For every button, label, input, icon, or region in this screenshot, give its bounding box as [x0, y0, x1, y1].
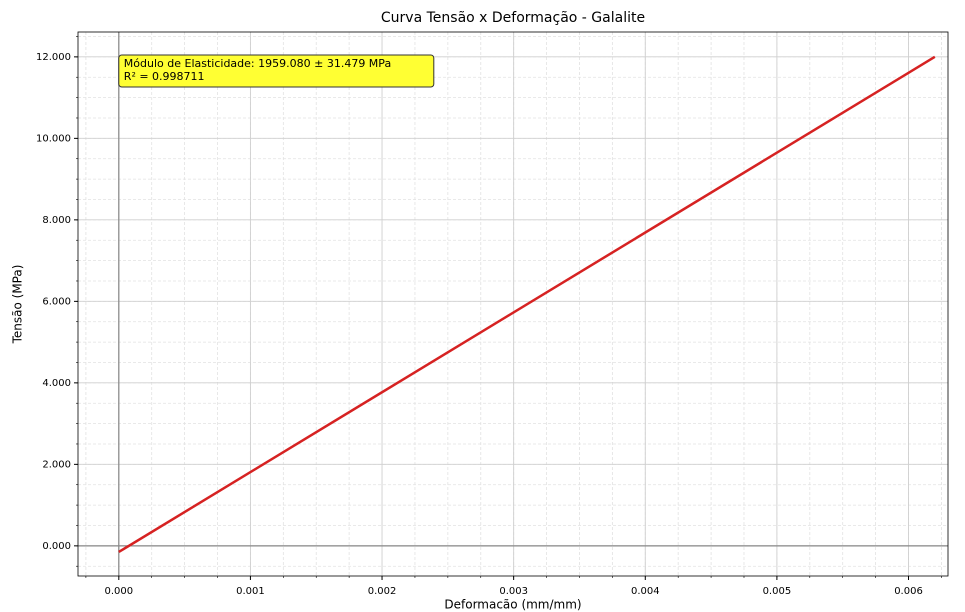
x-tick-label: 0.003 — [499, 586, 528, 597]
annotation-text: Módulo de Elasticidade: 1959.080 ± 31.47… — [124, 57, 391, 70]
annotation-text: R² = 0.998711 — [124, 70, 205, 83]
y-tick-label: 12.000 — [36, 52, 71, 63]
x-axis-label: Deformacão (mm/mm) — [444, 598, 581, 612]
y-tick-label: 8.000 — [42, 215, 71, 226]
x-tick-label: 0.001 — [236, 586, 265, 597]
x-tick-label: 0.005 — [763, 586, 792, 597]
x-tick-label: 0.002 — [368, 586, 397, 597]
plot-frame — [77, 31, 949, 577]
y-tick-label: 10.000 — [36, 133, 71, 144]
x-tick-label: 0.004 — [631, 586, 660, 597]
data-line — [118, 55, 936, 554]
chart-title: Curva Tensão x Deformação - Galalite — [381, 10, 645, 26]
y-tick-label: 6.000 — [42, 296, 71, 307]
y-tick-label: 0.000 — [42, 541, 71, 552]
x-tick-label: 0.006 — [894, 586, 923, 597]
y-axis-label: Tensão (MPa) — [11, 265, 25, 345]
annotation-box — [118, 54, 435, 88]
y-tick-label: 2.000 — [42, 459, 71, 470]
annotation: Módulo de Elasticidade: 1959.080 ± 31.47… — [118, 54, 435, 88]
y-tick-label: 4.000 — [42, 378, 71, 389]
x-tick-label: 0.000 — [104, 586, 133, 597]
